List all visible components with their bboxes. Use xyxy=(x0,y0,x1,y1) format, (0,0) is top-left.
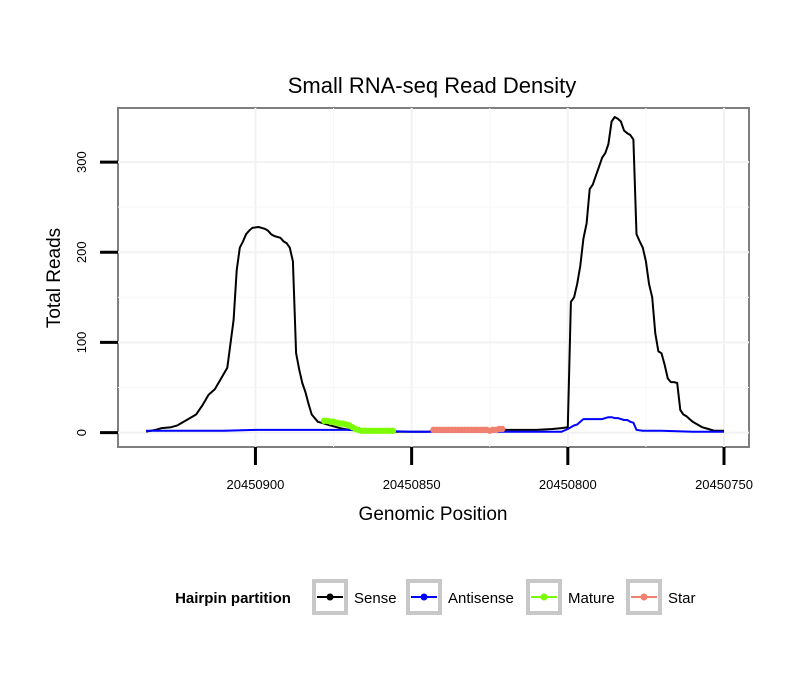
data-point-star xyxy=(499,425,506,433)
series-line-antisense xyxy=(146,416,724,433)
x-tick-label: 20450900 xyxy=(227,477,285,492)
legend-title: Hairpin partition xyxy=(175,590,291,607)
legend-label-antisense: Antisense xyxy=(448,590,514,607)
legend-label-sense: Sense xyxy=(354,590,397,607)
data-point-mature xyxy=(389,427,397,434)
x-tick-label: 20450750 xyxy=(695,477,753,492)
y-tick-label: 0 xyxy=(74,429,89,436)
series-line-sense xyxy=(145,116,724,433)
plot-panel xyxy=(117,107,750,448)
x-tick-label: 20450850 xyxy=(383,477,441,492)
grid xyxy=(118,108,749,447)
legend-dot-mature xyxy=(540,593,548,601)
y-tick-label: 100 xyxy=(74,332,89,354)
legend-label-mature: Mature xyxy=(568,590,615,607)
axes: 20450900 20450850 20450800 20450750 0 100 200 3… xyxy=(74,151,753,492)
x-tick-label: 20450800 xyxy=(539,477,597,492)
chart-title: Small RNA-seq Read Density xyxy=(288,73,577,98)
legend-dot-antisense xyxy=(420,593,428,601)
y-tick-label: 200 xyxy=(74,241,89,263)
y-tick-label: 300 xyxy=(74,151,89,173)
series-layer xyxy=(145,116,724,434)
x-axis-title: Genomic Position xyxy=(359,504,508,525)
y-axis-title: Total Reads xyxy=(44,228,65,328)
legend-dot-star xyxy=(640,593,648,601)
legend-dot-sense xyxy=(326,593,334,601)
legend: Hairpin partition Sense Antisense Mature St… xyxy=(175,579,696,615)
legend-label-star: Star xyxy=(668,590,696,607)
